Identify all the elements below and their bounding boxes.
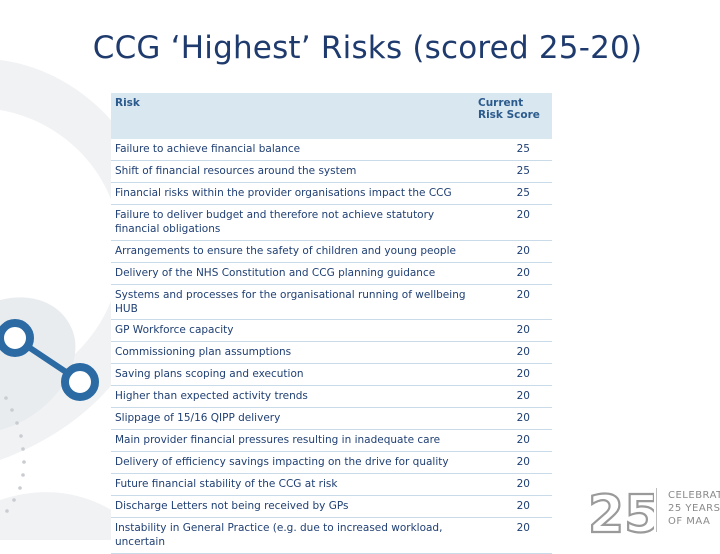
score-cell: 20 [472, 240, 552, 263]
risk-cell: Systems and processes for the organisati… [111, 284, 472, 320]
score-cell: 20 [472, 204, 552, 241]
table-row: Future financial stability of the CCG at… [111, 473, 552, 496]
risk-table: Risk Current Risk Score Failure to achie… [111, 93, 552, 554]
table-row: Systems and processes for the organisati… [111, 284, 552, 320]
score-cell: 20 [472, 429, 552, 452]
score-cell: 25 [472, 182, 552, 205]
score-column-header: Current Risk Score [472, 93, 552, 139]
risk-cell: Failure to achieve financial balance [111, 139, 472, 161]
table-row: Saving plans scoping and execution 20 [111, 363, 552, 386]
score-cell: 20 [472, 363, 552, 386]
risk-cell: Main provider financial pressures result… [111, 429, 472, 452]
table-header-row: Risk Current Risk Score [111, 93, 552, 139]
risk-column-header: Risk [111, 93, 472, 139]
anniversary-badge: 25 CELEBRATING 25 YEARS OF MAA [588, 486, 720, 536]
score-cell: 20 [472, 341, 552, 364]
risk-cell: Saving plans scoping and execution [111, 363, 472, 386]
badge-divider [656, 488, 657, 532]
risk-cell: Slippage of 15/16 QIPP delivery [111, 407, 472, 430]
score-cell: 20 [472, 473, 552, 496]
risk-cell: Future financial stability of the CCG at… [111, 473, 472, 496]
score-cell: 20 [472, 284, 552, 320]
score-cell: 25 [472, 160, 552, 183]
risk-cell: Instability in General Practice (e.g. du… [111, 517, 472, 554]
dotted-arc [4, 396, 26, 513]
page-title: CCG ‘Highest’ Risks (scored 25-20) [92, 30, 643, 66]
table-row: Shift of financial resources around the … [111, 160, 552, 183]
badge-line: OF MAA [668, 516, 711, 527]
score-cell: 20 [472, 262, 552, 285]
table-row: GP Workforce capacity 20 [111, 319, 552, 342]
table-row: Higher than expected activity trends 20 [111, 385, 552, 408]
risk-cell: Arrangements to ensure the safety of chi… [111, 240, 472, 263]
score-cell: 25 [472, 139, 552, 161]
score-cell: 20 [472, 319, 552, 342]
table-row: Commissioning plan assumptions 20 [111, 341, 552, 364]
table-row: Main provider financial pressures result… [111, 429, 552, 452]
score-cell: 20 [472, 407, 552, 430]
table-row: Discharge Letters not being received by … [111, 495, 552, 518]
badge-text: CELEBRATING 25 YEARS OF MAA [668, 489, 720, 528]
risk-cell: Financial risks within the provider orga… [111, 182, 472, 205]
badge-line: 25 YEARS [668, 503, 720, 514]
table-row: Arrangements to ensure the safety of chi… [111, 240, 552, 263]
table-row: Failure to achieve financial balance 25 [111, 139, 552, 161]
risk-cell: Failure to deliver budget and therefore … [111, 204, 472, 241]
table-row: Delivery of the NHS Constitution and CCG… [111, 262, 552, 285]
table-row: Slippage of 15/16 QIPP delivery 20 [111, 407, 552, 430]
svg-text:25: 25 [588, 486, 654, 536]
risk-cell: Delivery of the NHS Constitution and CCG… [111, 262, 472, 285]
risk-cell: Delivery of efficiency savings impacting… [111, 451, 472, 474]
risk-cell: Commissioning plan assumptions [111, 341, 472, 364]
score-cell: 20 [472, 495, 552, 518]
risk-cell: Discharge Letters not being received by … [111, 495, 472, 518]
score-cell: 20 [472, 517, 552, 554]
risk-cell: Higher than expected activity trends [111, 385, 472, 408]
risk-cell: Shift of financial resources around the … [111, 160, 472, 183]
score-cell: 20 [472, 385, 552, 408]
twenty-five-logo: 25 [588, 486, 654, 536]
molecule-icon [0, 319, 99, 401]
table-row: Delivery of efficiency savings impacting… [111, 451, 552, 474]
table-row: Instability in General Practice (e.g. du… [111, 517, 552, 554]
table-row: Financial risks within the provider orga… [111, 182, 552, 205]
score-cell: 20 [472, 451, 552, 474]
risk-cell: GP Workforce capacity [111, 319, 472, 342]
table-row: Failure to deliver budget and therefore … [111, 204, 552, 241]
badge-line: CELEBRATING [668, 490, 720, 501]
